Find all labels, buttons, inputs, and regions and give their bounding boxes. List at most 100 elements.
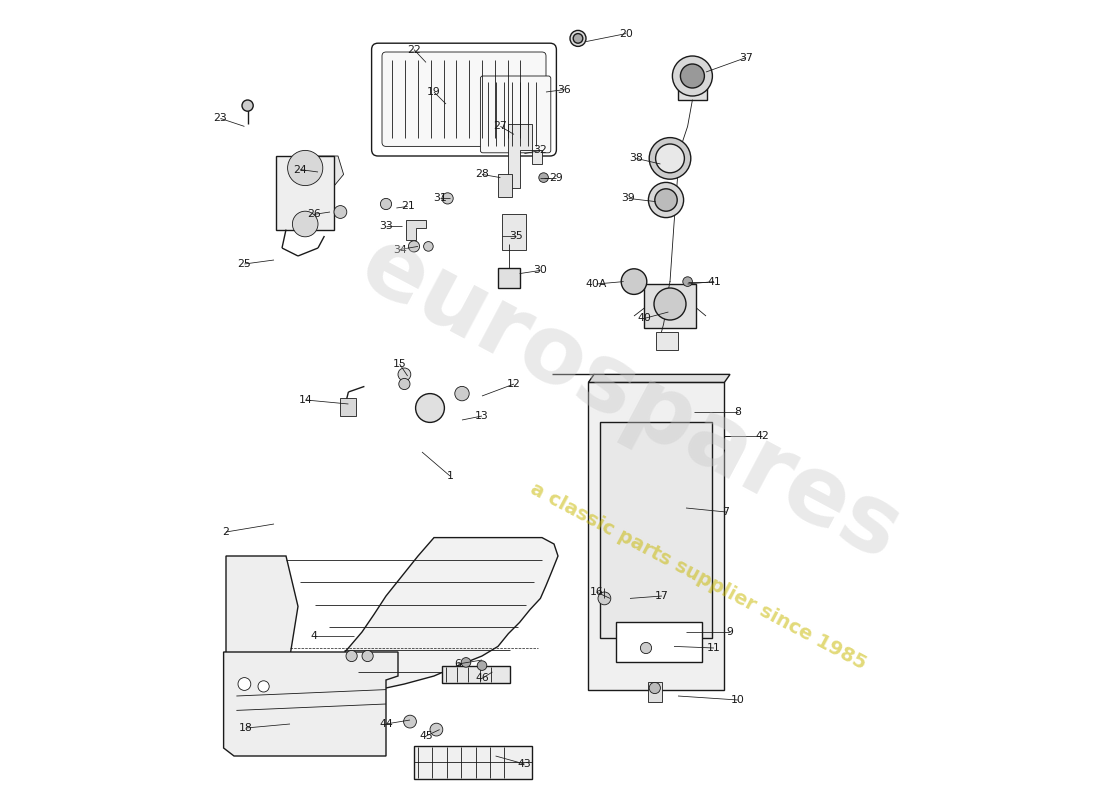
Circle shape bbox=[334, 206, 346, 218]
Circle shape bbox=[398, 368, 410, 381]
Polygon shape bbox=[588, 382, 725, 690]
Bar bbox=[678, 76, 707, 100]
Bar bbox=[616, 622, 702, 662]
Text: 6: 6 bbox=[454, 659, 461, 669]
Text: 31: 31 bbox=[432, 194, 447, 203]
Text: 38: 38 bbox=[629, 154, 644, 163]
Circle shape bbox=[381, 198, 392, 210]
Text: 1: 1 bbox=[447, 471, 453, 481]
Circle shape bbox=[621, 269, 647, 294]
Text: 12: 12 bbox=[507, 379, 521, 389]
Text: 8: 8 bbox=[735, 407, 741, 417]
Bar bbox=[600, 422, 712, 638]
Polygon shape bbox=[226, 556, 298, 694]
Circle shape bbox=[287, 150, 322, 186]
Circle shape bbox=[404, 715, 417, 728]
Circle shape bbox=[683, 277, 692, 286]
Circle shape bbox=[656, 144, 684, 173]
Bar bbox=[276, 156, 334, 230]
Circle shape bbox=[242, 100, 253, 111]
Text: 19: 19 bbox=[427, 87, 441, 97]
Circle shape bbox=[424, 242, 433, 251]
Bar bbox=[442, 666, 510, 683]
Text: 37: 37 bbox=[739, 53, 752, 62]
Text: 40: 40 bbox=[638, 314, 651, 323]
Text: 7: 7 bbox=[723, 507, 729, 517]
Bar bbox=[498, 268, 520, 288]
Polygon shape bbox=[406, 220, 426, 240]
Text: 36: 36 bbox=[558, 85, 571, 94]
Circle shape bbox=[258, 681, 270, 692]
Bar bbox=[648, 682, 662, 702]
Bar bbox=[414, 746, 532, 779]
Circle shape bbox=[640, 642, 651, 654]
Text: 39: 39 bbox=[621, 194, 636, 203]
Circle shape bbox=[648, 182, 683, 218]
Bar bbox=[502, 214, 526, 250]
Text: 14: 14 bbox=[299, 395, 312, 405]
Circle shape bbox=[408, 241, 419, 252]
Text: 17: 17 bbox=[656, 591, 669, 601]
Circle shape bbox=[672, 56, 713, 96]
Text: 40A: 40A bbox=[585, 279, 607, 289]
Polygon shape bbox=[223, 652, 398, 756]
FancyBboxPatch shape bbox=[481, 76, 551, 153]
Text: 28: 28 bbox=[475, 170, 488, 179]
Circle shape bbox=[362, 650, 373, 662]
Polygon shape bbox=[306, 156, 343, 188]
Bar bbox=[340, 398, 356, 416]
Text: 24: 24 bbox=[294, 165, 307, 174]
Text: 22: 22 bbox=[407, 45, 421, 54]
Circle shape bbox=[454, 386, 470, 401]
Circle shape bbox=[654, 288, 686, 320]
Text: 41: 41 bbox=[707, 277, 721, 286]
Text: 43: 43 bbox=[517, 759, 531, 769]
Text: 30: 30 bbox=[534, 266, 548, 275]
FancyBboxPatch shape bbox=[372, 43, 557, 156]
Text: 29: 29 bbox=[550, 173, 563, 182]
Text: 15: 15 bbox=[393, 359, 407, 369]
Text: 20: 20 bbox=[619, 29, 632, 38]
Bar bbox=[498, 174, 513, 197]
Text: 42: 42 bbox=[755, 431, 769, 441]
Text: 33: 33 bbox=[379, 221, 393, 230]
Text: 11: 11 bbox=[707, 643, 721, 653]
Text: 26: 26 bbox=[307, 210, 321, 219]
Polygon shape bbox=[588, 374, 730, 382]
Circle shape bbox=[416, 394, 444, 422]
Text: a classic parts supplier since 1985: a classic parts supplier since 1985 bbox=[527, 479, 869, 673]
Circle shape bbox=[654, 189, 678, 211]
Text: 44: 44 bbox=[379, 719, 393, 729]
Circle shape bbox=[442, 193, 453, 204]
Circle shape bbox=[539, 173, 549, 182]
Text: 34: 34 bbox=[393, 245, 407, 254]
Polygon shape bbox=[286, 538, 558, 694]
Text: 25: 25 bbox=[238, 259, 251, 269]
Text: 32: 32 bbox=[534, 146, 548, 155]
Circle shape bbox=[461, 658, 471, 667]
Text: 35: 35 bbox=[509, 231, 524, 241]
Text: 46: 46 bbox=[475, 674, 488, 683]
Text: 21: 21 bbox=[400, 202, 415, 211]
Circle shape bbox=[346, 650, 358, 662]
Text: 45: 45 bbox=[419, 731, 433, 741]
Text: 2: 2 bbox=[222, 527, 230, 537]
Polygon shape bbox=[508, 124, 542, 188]
Bar bbox=[656, 332, 678, 350]
FancyBboxPatch shape bbox=[382, 52, 546, 146]
Text: 10: 10 bbox=[732, 695, 745, 705]
Circle shape bbox=[570, 30, 586, 46]
Text: 13: 13 bbox=[475, 411, 488, 421]
Text: 27: 27 bbox=[494, 122, 507, 131]
Text: 23: 23 bbox=[213, 114, 228, 123]
Circle shape bbox=[598, 592, 611, 605]
Circle shape bbox=[238, 678, 251, 690]
Text: 18: 18 bbox=[239, 723, 253, 733]
Circle shape bbox=[399, 378, 410, 390]
Bar bbox=[645, 284, 696, 328]
Text: eurospares: eurospares bbox=[344, 219, 915, 581]
Circle shape bbox=[649, 138, 691, 179]
Circle shape bbox=[649, 682, 660, 694]
Circle shape bbox=[477, 661, 487, 670]
Text: 9: 9 bbox=[727, 627, 734, 637]
